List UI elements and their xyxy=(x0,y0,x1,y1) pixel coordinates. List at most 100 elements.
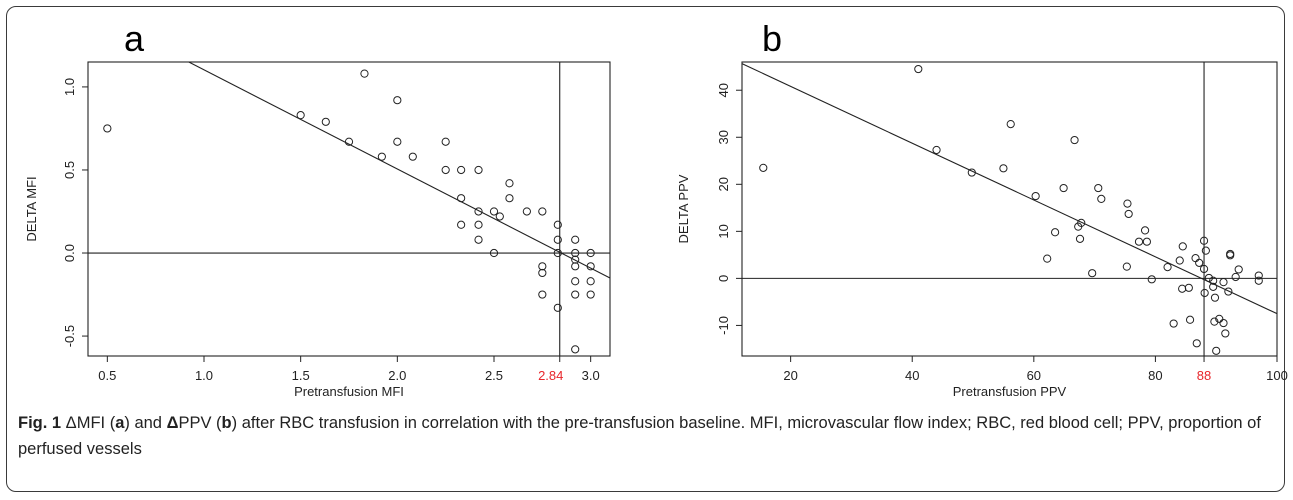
data-point xyxy=(1210,317,1219,326)
data-point xyxy=(505,194,514,203)
data-point xyxy=(1199,236,1209,245)
chart-panel-b: 20 40 60 80 100 88 -10 0 10 20 30 40 Pretransfusion … xyxy=(676,61,1288,399)
data-point xyxy=(1097,194,1106,203)
data-point xyxy=(932,145,941,155)
data-point xyxy=(1122,262,1131,271)
data-point xyxy=(553,248,562,258)
data-point xyxy=(1210,293,1220,302)
x-tick-label: 2.0 xyxy=(388,368,406,383)
data-point xyxy=(553,303,562,312)
data-point xyxy=(1094,183,1103,193)
y-tick-label: 40 xyxy=(716,83,731,97)
data-point xyxy=(1201,246,1210,255)
data-point xyxy=(441,165,450,175)
caption-delta-symbol: Δ xyxy=(166,414,179,432)
data-point xyxy=(1200,288,1209,298)
data-point xyxy=(1124,209,1133,219)
x-tick-label: 20 xyxy=(783,368,797,383)
plot-box xyxy=(741,61,1278,357)
data-point xyxy=(474,235,483,244)
y-tick-label: -0.5 xyxy=(62,325,77,347)
regression-line xyxy=(742,63,1277,315)
data-point xyxy=(571,345,580,354)
data-point xyxy=(489,207,499,216)
data-point xyxy=(1147,275,1156,284)
data-point xyxy=(1163,262,1172,272)
data-point xyxy=(1209,276,1218,285)
data-point xyxy=(1191,254,1200,263)
x-tick-label: 1.0 xyxy=(195,368,213,383)
data-point xyxy=(1195,258,1204,267)
data-point xyxy=(1221,329,1230,338)
data-point xyxy=(393,137,402,146)
caption-part-3: PPV ( xyxy=(178,414,222,432)
y-axis-label: DELTA PPV xyxy=(676,174,691,243)
data-point xyxy=(1184,283,1193,292)
plot-box xyxy=(87,61,611,357)
data-point xyxy=(1031,191,1040,201)
data-point xyxy=(1169,319,1178,328)
y-tick-label: 1.0 xyxy=(62,78,77,96)
data-point xyxy=(1123,199,1132,208)
data-point xyxy=(321,117,330,126)
caption-panel-a: a xyxy=(115,414,125,432)
data-point xyxy=(457,194,466,203)
data-point xyxy=(571,255,580,264)
x-tick-label: 60 xyxy=(1027,368,1041,383)
x-tick-label: 40 xyxy=(905,368,919,383)
caption-part-2: ) and xyxy=(124,414,167,432)
data-point xyxy=(296,111,305,120)
data-point xyxy=(1142,237,1151,246)
data-point xyxy=(1231,272,1240,282)
regression-line xyxy=(187,62,610,279)
x-tick-label: 100 xyxy=(1266,368,1288,383)
x-axis-label: Pretransfusion PPV xyxy=(953,384,1067,399)
panel-letter-a: a xyxy=(124,18,145,59)
data-point xyxy=(553,220,562,229)
data-point xyxy=(1178,284,1187,293)
x-tick-label: 0.5 xyxy=(98,368,116,383)
figure-caption: Fig. 1 ΔMFI (a) and ΔPPV (b) after RBC t… xyxy=(18,410,1273,462)
x-tick-label: 3.0 xyxy=(582,368,600,383)
y-tick-label: 30 xyxy=(716,130,731,144)
caption-part-4: ) after RBC transfusion in correlation w… xyxy=(18,414,1261,458)
y-tick-label: 20 xyxy=(716,177,731,191)
data-point xyxy=(1043,254,1052,263)
data-point xyxy=(1192,339,1201,348)
y-tick-label: 0.0 xyxy=(62,244,77,262)
data-point xyxy=(586,290,595,299)
data-point xyxy=(1204,273,1214,283)
y-axis-label: DELTA MFI xyxy=(24,176,39,241)
data-point xyxy=(1212,346,1221,355)
data-point xyxy=(1219,318,1228,328)
x-tick-label: 80 xyxy=(1148,368,1162,383)
data-point xyxy=(1050,228,1060,237)
data-point xyxy=(538,262,547,271)
data-point xyxy=(1070,135,1079,145)
data-point xyxy=(1134,237,1144,246)
data-point xyxy=(393,96,402,105)
data-point xyxy=(1224,287,1233,296)
cutoff-tick-label: 88 xyxy=(1197,368,1211,383)
data-point xyxy=(759,163,768,172)
data-point xyxy=(586,277,595,286)
data-point xyxy=(522,207,531,216)
data-point xyxy=(1178,242,1187,251)
data-point xyxy=(495,212,504,221)
data-point xyxy=(586,248,595,258)
data-point xyxy=(1185,315,1195,324)
data-point xyxy=(1075,234,1085,243)
data-point xyxy=(1209,282,1218,291)
chart-panel-a: 0.5 1.0 1.5 2.0 2.5 3.0 2.84 -0.5 0.0 0.5 1.0 Pretr… xyxy=(24,61,611,399)
data-point xyxy=(571,290,580,299)
data-point xyxy=(553,235,562,244)
data-point xyxy=(1234,265,1243,274)
data-point xyxy=(360,69,369,78)
data-point xyxy=(538,268,547,278)
data-point xyxy=(377,152,386,161)
data-point xyxy=(457,220,466,229)
caption-fig-label: Fig. 1 xyxy=(18,414,62,432)
data-point xyxy=(538,290,547,299)
data-point xyxy=(1226,249,1235,259)
cutoff-tick-label: 2.84 xyxy=(538,368,563,383)
